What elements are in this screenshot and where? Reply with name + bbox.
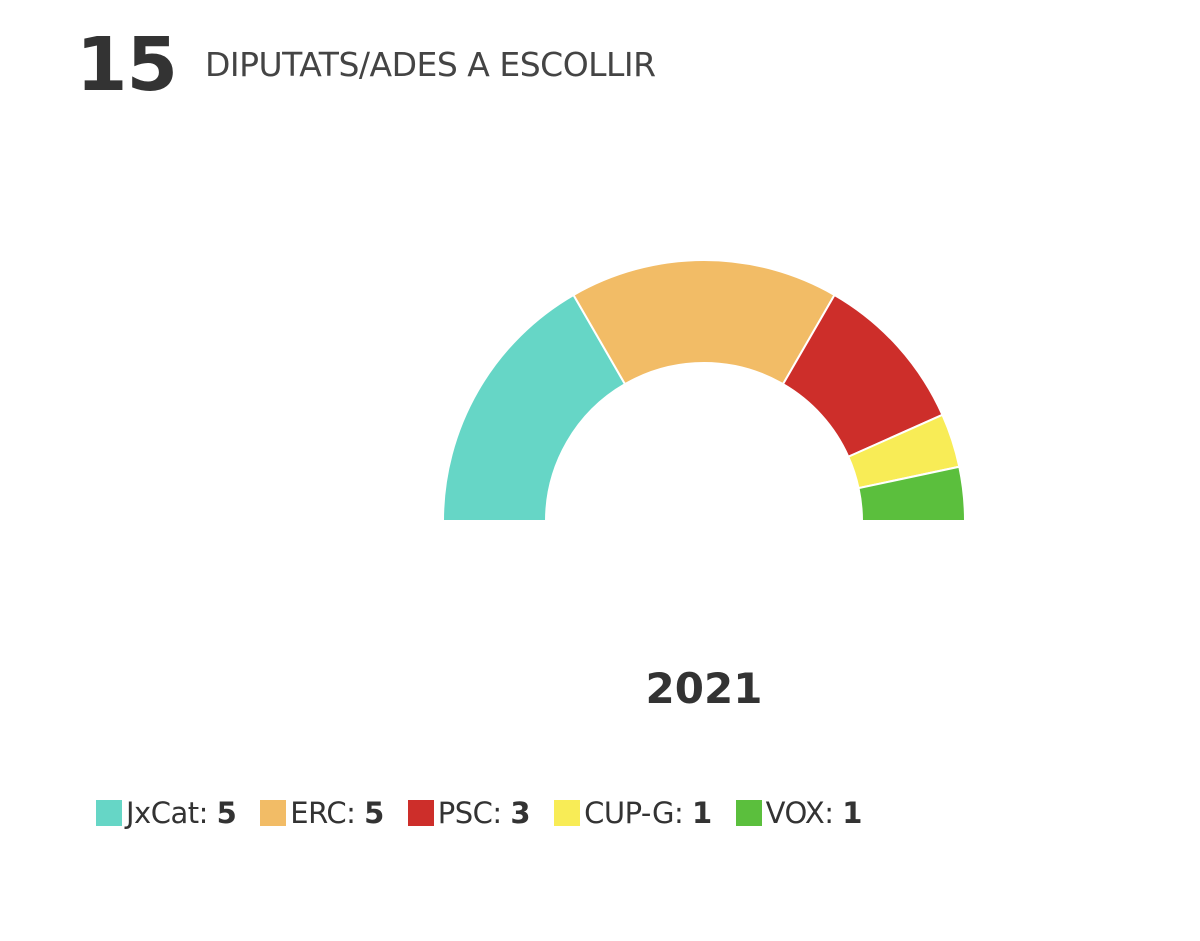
legend-swatch [554, 800, 581, 826]
legend-separator: : [198, 796, 217, 830]
legend-separator: : [492, 796, 511, 830]
seats-header: 15 DIPUTATS/ADES A ESCOLLIR [76, 28, 656, 102]
legend-item-cup-g[interactable]: CUP-G: 1 [554, 796, 712, 830]
legend-separator: : [346, 796, 365, 830]
legend-value: 5 [364, 796, 384, 830]
arc-jxcat[interactable] [441, 293, 627, 522]
legend-item-psc[interactable]: PSC: 3 [407, 796, 531, 830]
seat-count: 15 [76, 22, 178, 108]
legend-item-jxcat[interactable]: JxCat: 5 [96, 796, 237, 830]
legend-value: 1 [842, 796, 862, 830]
legend-separator: : [673, 796, 692, 830]
legend-value: 3 [510, 796, 531, 830]
seat-caption: DIPUTATS/ADES A ESCOLLIR [204, 45, 656, 84]
legend-label: ERC [290, 796, 347, 830]
legend-label: VOX [765, 796, 825, 830]
chart-title-year: 2021 [645, 664, 763, 713]
legend-label: PSC [437, 796, 493, 830]
legend-item-erc[interactable]: ERC: 5 [260, 796, 384, 830]
legend-swatch [260, 800, 287, 826]
legend-value: 5 [216, 796, 237, 830]
legend-swatch [407, 800, 434, 826]
legend: JxCat: 5 ERC: 5 PSC: 3 CUP-G: 1 VOX: 1 [96, 796, 862, 830]
legend-item-vox[interactable]: VOX: 1 [735, 796, 862, 830]
legend-swatch [96, 800, 122, 826]
arc-group [441, 259, 967, 522]
legend-separator: : [824, 796, 843, 830]
legend-value: 1 [691, 796, 712, 830]
arc-vox[interactable] [857, 465, 967, 522]
arc-erc[interactable] [572, 259, 836, 386]
legend-label: JxCat [126, 796, 199, 830]
legend-swatch [735, 800, 762, 826]
legend-label: CUP-G [584, 796, 674, 830]
